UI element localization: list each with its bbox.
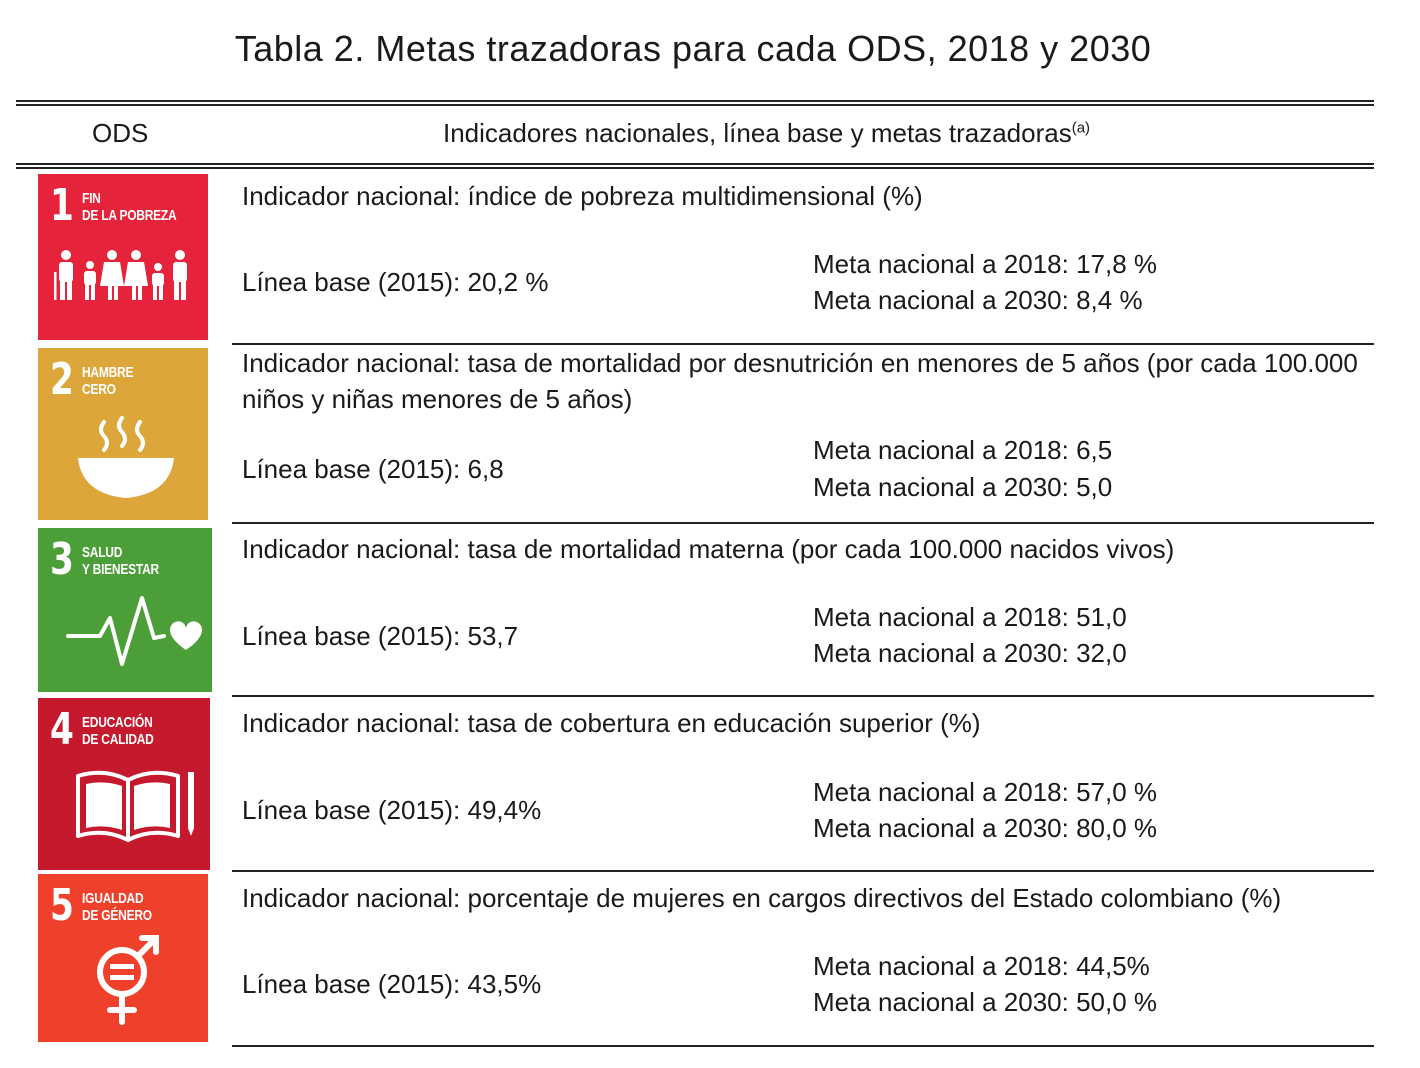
indicator-label: Indicador nacional: xyxy=(242,534,461,564)
indicator-text: tasa de mortalidad por desnutrición en m… xyxy=(242,348,1358,414)
indicator-line-2: Indicador nacional: tasa de mortalidad p… xyxy=(242,345,1362,417)
meta-2030-value: 80,0 % xyxy=(1068,813,1158,843)
sdg-number: 4 xyxy=(50,704,74,755)
sdg-name: Salud y bienestar xyxy=(82,544,159,578)
baseline-1: Línea base (2015): 20,2 % xyxy=(242,264,548,300)
meta-2030-label: Meta nacional a 2030: xyxy=(813,638,1069,668)
meta-2018-1: Meta nacional a 2018: 17,8 % xyxy=(813,246,1157,282)
heartbeat-icon xyxy=(66,596,202,666)
sdg-number: 1 xyxy=(50,180,74,231)
meta-2018-value: 44,5% xyxy=(1068,951,1150,981)
gender-equality-icon xyxy=(97,935,159,1025)
meta-2030-value: 32,0 xyxy=(1068,638,1127,668)
sdg-tile-5: 5 Igualdad de género xyxy=(38,874,208,1042)
baseline-5: Línea base (2015): 43,5% xyxy=(242,966,541,1002)
meta-2030-value: 50,0 % xyxy=(1068,987,1158,1017)
meta-2018-label: Meta nacional a 2018: xyxy=(813,951,1069,981)
meta-2018-value: 57,0 % xyxy=(1068,777,1158,807)
baseline-4: Línea base (2015): 49,4% xyxy=(242,792,541,828)
baseline-label: Línea base (2015): xyxy=(242,795,461,825)
indicator-label: Indicador nacional: xyxy=(242,708,461,738)
header-indicators: Indicadores nacionales, línea base y met… xyxy=(443,118,1090,149)
meta-2018-value: 17,8 % xyxy=(1068,249,1158,279)
book-pencil-icon xyxy=(76,770,194,842)
sdg-tile-1: 1 Fin de la pobreza xyxy=(38,174,208,340)
meta-2030-value: 5,0 xyxy=(1068,472,1113,502)
sdg-name: Educación de calidad xyxy=(82,714,154,748)
row-divider xyxy=(232,695,1374,697)
meta-2030-5: Meta nacional a 2030: 50,0 % xyxy=(813,984,1157,1020)
indicator-line-1: Indicador nacional: índice de pobreza mu… xyxy=(242,178,1362,214)
indicator-line-3: Indicador nacional: tasa de mortalidad m… xyxy=(242,531,1362,567)
baseline-2: Línea base (2015): 6,8 xyxy=(242,451,504,487)
indicator-line-4: Indicador nacional: tasa de cobertura en… xyxy=(242,705,1362,741)
meta-2030-4: Meta nacional a 2030: 80,0 % xyxy=(813,810,1157,846)
page-title: Tabla 2. Metas trazadoras para cada ODS,… xyxy=(234,28,1152,69)
meta-2030-1: Meta nacional a 2030: 8,4 % xyxy=(813,282,1143,318)
indicator-text: tasa de mortalidad materna (por cada 100… xyxy=(460,534,1175,564)
indicator-label: Indicador nacional: xyxy=(242,181,461,211)
meta-2018-3: Meta nacional a 2018: 51,0 xyxy=(813,599,1127,635)
meta-2030-label: Meta nacional a 2030: xyxy=(813,472,1069,502)
indicator-line-5: Indicador nacional: porcentaje de mujere… xyxy=(242,880,1372,916)
row-divider xyxy=(232,343,1374,345)
baseline-value: 53,7 xyxy=(460,621,519,651)
bowl-icon xyxy=(78,416,174,498)
meta-2018-value: 51,0 xyxy=(1068,602,1127,632)
meta-2018-label: Meta nacional a 2018: xyxy=(813,435,1069,465)
baseline-label: Línea base (2015): xyxy=(242,969,461,999)
meta-2018-2: Meta nacional a 2018: 6,5 xyxy=(813,432,1112,468)
meta-2018-label: Meta nacional a 2018: xyxy=(813,777,1069,807)
family-icon xyxy=(54,250,187,300)
header-footnote-mark: (a) xyxy=(1071,119,1091,137)
sdg-name: Fin de la pobreza xyxy=(82,190,177,224)
baseline-value: 43,5% xyxy=(460,969,542,999)
meta-2030-3: Meta nacional a 2030: 32,0 xyxy=(813,635,1127,671)
meta-2030-value: 8,4 % xyxy=(1068,285,1143,315)
sdg-number: 3 xyxy=(50,534,74,585)
baseline-value: 6,8 xyxy=(460,454,504,484)
sdg-name: Igualdad de género xyxy=(82,890,152,924)
meta-2018-label: Meta nacional a 2018: xyxy=(813,249,1069,279)
indicator-text: porcentaje de mujeres en cargos directiv… xyxy=(460,883,1282,913)
meta-2018-4: Meta nacional a 2018: 57,0 % xyxy=(813,774,1157,810)
baseline-label: Línea base (2015): xyxy=(242,621,461,651)
row-divider xyxy=(232,522,1374,524)
meta-2030-label: Meta nacional a 2030: xyxy=(813,813,1069,843)
sdg-tile-2: 2 Hambre cero xyxy=(38,348,208,520)
sdg-number: 2 xyxy=(50,354,74,405)
row-divider xyxy=(232,1045,1374,1047)
sdg-tile-3: 3 Salud y bienestar xyxy=(38,528,212,692)
baseline-value: 20,2 % xyxy=(460,267,549,297)
meta-2018-value: 6,5 xyxy=(1068,435,1113,465)
header-indicators-label: Indicadores nacionales, línea base y met… xyxy=(443,118,1072,148)
meta-2030-2: Meta nacional a 2030: 5,0 xyxy=(813,469,1112,505)
baseline-label: Línea base (2015): xyxy=(242,267,461,297)
indicator-text: tasa de cobertura en educación superior … xyxy=(460,708,981,738)
baseline-value: 49,4% xyxy=(460,795,542,825)
meta-2030-label: Meta nacional a 2030: xyxy=(813,285,1069,315)
baseline-3: Línea base (2015): 53,7 xyxy=(242,618,518,654)
indicator-label: Indicador nacional: xyxy=(242,348,461,378)
header-ods: ODS xyxy=(92,118,149,148)
meta-2018-label: Meta nacional a 2018: xyxy=(813,602,1069,632)
baseline-label: Línea base (2015): xyxy=(242,454,461,484)
row-divider xyxy=(232,870,1374,872)
sdg-name: Hambre cero xyxy=(82,364,134,398)
indicator-text: índice de pobreza multidimensional (%) xyxy=(460,181,923,211)
sdg-number: 5 xyxy=(50,880,74,931)
meta-2018-5: Meta nacional a 2018: 44,5% xyxy=(813,948,1150,984)
sdg-tile-4: 4 Educación de calidad xyxy=(38,698,210,870)
meta-2030-label: Meta nacional a 2030: xyxy=(813,987,1069,1017)
indicator-label: Indicador nacional: xyxy=(242,883,461,913)
